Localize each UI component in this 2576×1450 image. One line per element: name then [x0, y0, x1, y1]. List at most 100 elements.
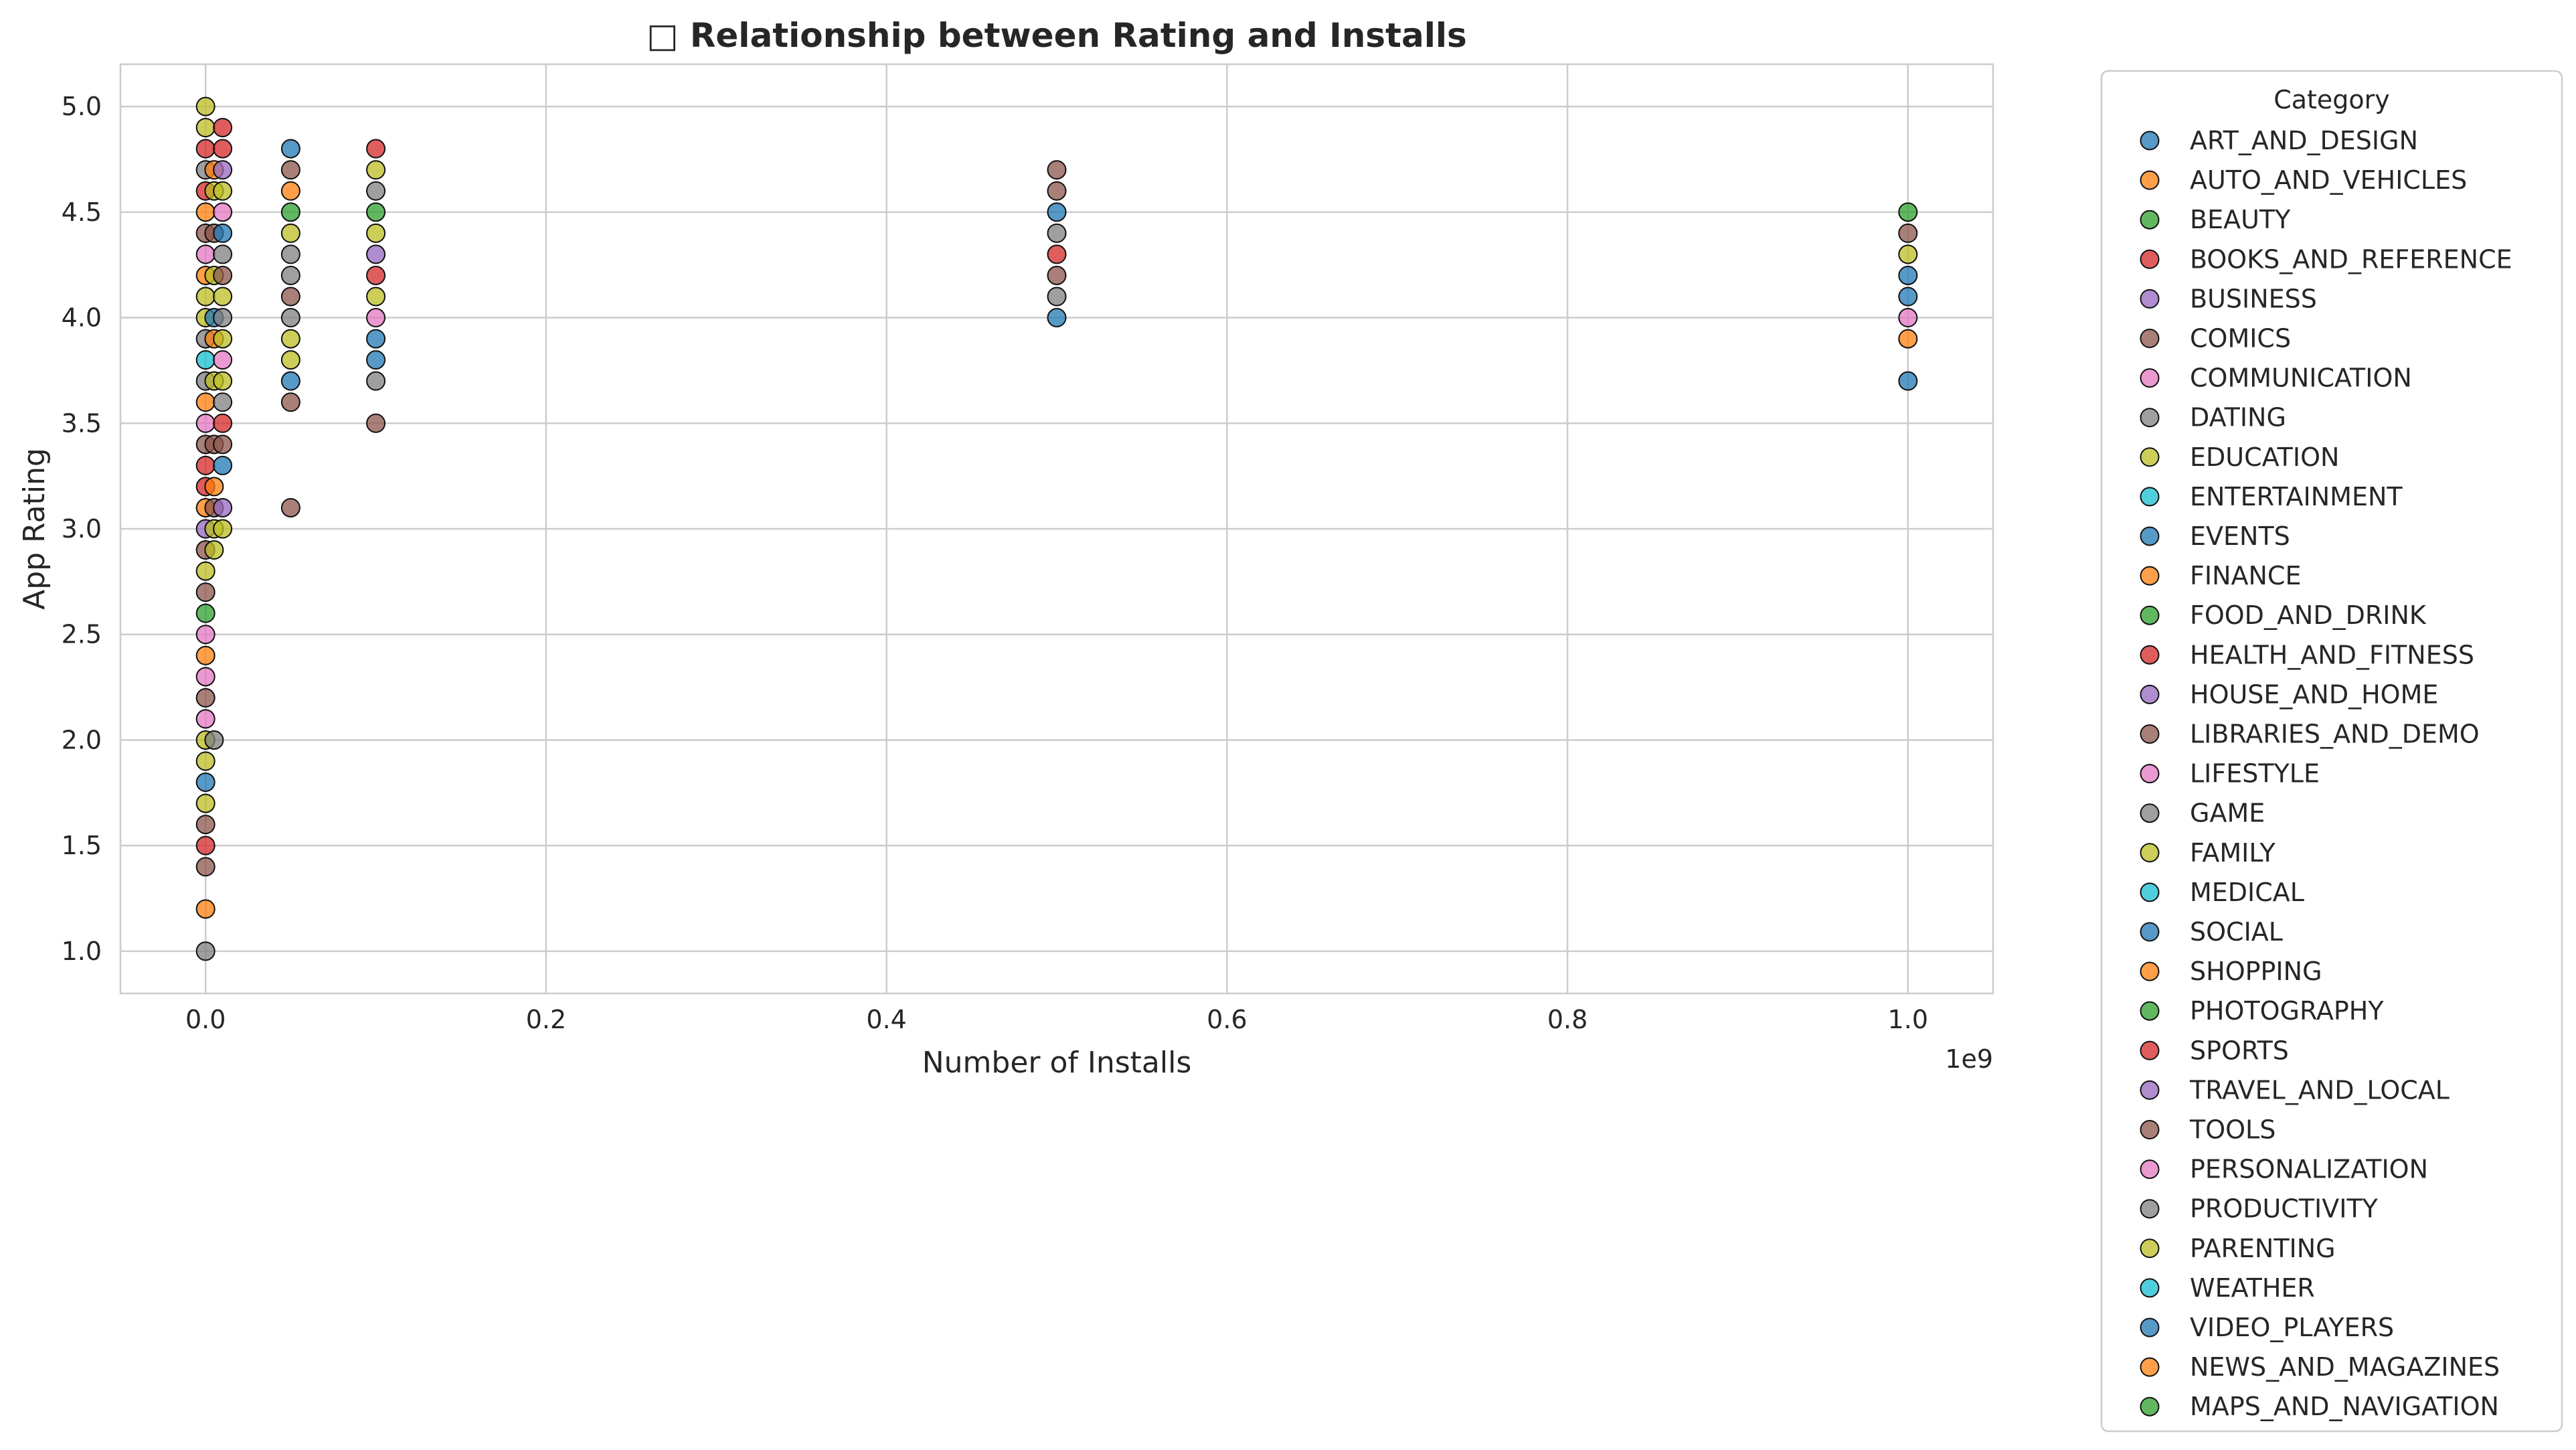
data-point: [1898, 329, 1918, 349]
data-point: [280, 181, 300, 201]
legend-marker: [2140, 1238, 2160, 1259]
legend-label: LIBRARIES_AND_DEMO: [2190, 720, 2480, 749]
data-point: [280, 287, 300, 307]
data-point: [1898, 244, 1918, 264]
legend-title: Category: [2273, 85, 2390, 114]
legend-label: MEDICAL: [2190, 878, 2304, 907]
legend-marker: [2140, 1040, 2160, 1060]
legend-label: PERSONALIZATION: [2190, 1155, 2428, 1184]
data-point: [195, 561, 216, 581]
legend-item: DATING: [2140, 403, 2286, 432]
legend-marker: [2140, 1199, 2160, 1219]
legend-item: SHOPPING: [2140, 957, 2322, 986]
legend-label: TOOLS: [2189, 1115, 2276, 1145]
legend-marker: [2140, 1120, 2160, 1139]
legend-item: SPORTS: [2140, 1036, 2289, 1065]
y-tick-label: 5.0: [62, 92, 102, 121]
data-point: [195, 202, 216, 222]
data-point: [213, 244, 233, 264]
x-tick-label: 1.0: [1888, 1005, 1928, 1034]
legend-label: LIFESTYLE: [2190, 759, 2320, 789]
legend-item: BEAUTY: [2140, 205, 2291, 234]
data-point: [213, 413, 233, 433]
legend-marker: [2140, 961, 2160, 981]
data-point: [195, 118, 216, 138]
legend-item: PRODUCTIVITY: [2140, 1194, 2379, 1224]
data-point: [195, 455, 216, 475]
legend-item: BUSINESS: [2140, 284, 2317, 313]
legend-marker: [2140, 131, 2160, 151]
data-point: [213, 350, 233, 370]
data-point: [213, 392, 233, 412]
legend-item: HOUSE_AND_HOME: [2140, 679, 2438, 709]
legend-marker: [2140, 803, 2160, 823]
data-point: [1047, 160, 1067, 180]
legend-label: EDUCATION: [2190, 442, 2339, 472]
legend-item: PHOTOGRAPHY: [2140, 996, 2384, 1026]
data-point: [280, 329, 300, 349]
data-point: [204, 540, 224, 560]
legend-label: PRODUCTIVITY: [2190, 1194, 2379, 1224]
y-tick-label: 2.5: [62, 620, 102, 649]
legend-label: VIDEO_PLAYERS: [2190, 1313, 2394, 1342]
legend-item: FAMILY: [2140, 838, 2276, 868]
legend-items: ART_AND_DESIGN AUTO_AND_VEHICLES BEAUTY BOO…: [2140, 126, 2512, 1421]
legend-box: [2100, 70, 2563, 1433]
data-point: [1898, 202, 1918, 222]
legend-item: NEWS_AND_MAGAZINES: [2140, 1352, 2500, 1382]
x-tick-label: 0.6: [1207, 1005, 1247, 1034]
legend-item: TOOLS: [2140, 1115, 2276, 1145]
data-point: [195, 857, 216, 877]
data-point: [195, 244, 216, 264]
legend-marker: [2140, 1396, 2160, 1417]
y-tick-label: 3.5: [62, 408, 102, 438]
legend-item: AUTO_AND_VEHICLES: [2140, 165, 2467, 195]
data-point: [195, 645, 216, 665]
legend-item: BOOKS_AND_REFERENCE: [2140, 244, 2512, 274]
legend-label: GAME: [2190, 799, 2265, 828]
data-point: [1047, 223, 1067, 243]
legend-marker: [2140, 566, 2160, 586]
data-point: [1047, 181, 1067, 201]
legend-label: FOOD_AND_DRINK: [2190, 600, 2427, 630]
data-point: [195, 709, 216, 729]
data-point: [1047, 287, 1067, 307]
data-point: [1898, 223, 1918, 243]
legend-item: PARENTING: [2140, 1234, 2336, 1263]
legend-label: COMICS: [2190, 324, 2291, 353]
legend-marker: [2140, 1001, 2160, 1021]
legend-item: EVENTS: [2140, 521, 2290, 551]
legend-label: SPORTS: [2190, 1036, 2289, 1065]
data-point: [280, 265, 300, 285]
data-point: [213, 371, 233, 391]
data-point: [213, 329, 233, 349]
legend-marker: [2140, 368, 2160, 388]
legend-item: PERSONALIZATION: [2140, 1155, 2428, 1184]
legend-marker: [2140, 249, 2160, 269]
data-point: [1898, 265, 1918, 285]
y-tick-label: 1.0: [62, 937, 102, 966]
legend-marker: [2140, 1080, 2160, 1100]
data-point: [1047, 202, 1067, 222]
y-tick-labels: 1.0 1.5 2.0 2.5 3.0 3.5 4.0 4.5 5.0: [62, 92, 102, 966]
legend-marker: [2140, 882, 2160, 902]
y-axis-label: App Rating: [17, 448, 52, 610]
data-point: [195, 793, 216, 813]
legend-item: LIFESTYLE: [2140, 759, 2320, 789]
data-point: [195, 815, 216, 835]
legend-item: GAME: [2140, 799, 2265, 828]
data-point: [195, 899, 216, 919]
data-point: [280, 392, 300, 412]
legend-label: HOUSE_AND_HOME: [2190, 679, 2438, 709]
legend-label: WEATHER: [2190, 1273, 2315, 1303]
data-point: [213, 265, 233, 285]
chart-title: □ Relationship between Rating and Instal…: [647, 16, 1467, 55]
data-point: [366, 350, 386, 370]
data-point: [213, 308, 233, 328]
data-point: [195, 835, 216, 856]
data-point: [213, 497, 233, 517]
data-point: [213, 455, 233, 475]
data-point: [280, 244, 300, 264]
data-point: [195, 96, 216, 116]
legend-label: FAMILY: [2190, 838, 2276, 868]
